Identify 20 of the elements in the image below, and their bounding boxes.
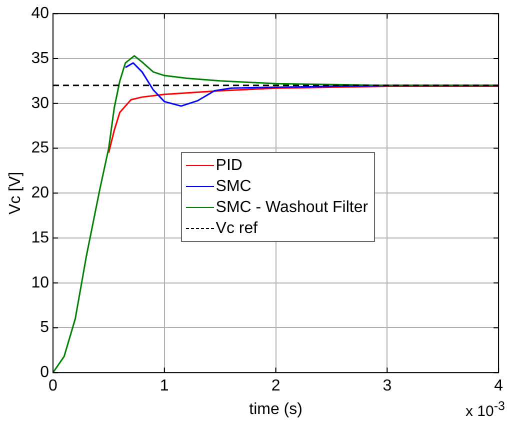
y-tick-label: 20 <box>31 184 50 202</box>
y-tick-label: 40 <box>31 5 50 22</box>
y-tick-label: 15 <box>31 229 50 246</box>
y-tick-label: 0 <box>40 364 50 382</box>
legend-label: SMC <box>216 177 252 198</box>
y-axis-title: Vc [V] <box>7 172 24 214</box>
y-tick-label: 5 <box>40 319 50 336</box>
legend-label: SMC - Washout Filter <box>216 198 368 218</box>
legend-label: Vc ref <box>216 219 258 240</box>
x-axis-title: time (s) <box>249 400 302 418</box>
y-tick-label: 10 <box>31 274 50 292</box>
legend-label: PID <box>216 156 242 176</box>
y-tick-label: 30 <box>31 94 50 112</box>
text: x 10$^{-3}$ <box>466 398 505 420</box>
y-tick-label: 25 <box>31 140 50 157</box>
x-tick-label: 1 <box>160 378 169 395</box>
x-tick-label: 4 <box>494 378 504 395</box>
y-tick-label: 35 <box>31 50 50 67</box>
x-tick-label: 3 <box>382 378 392 395</box>
x-tick-label: 2 <box>271 378 280 395</box>
